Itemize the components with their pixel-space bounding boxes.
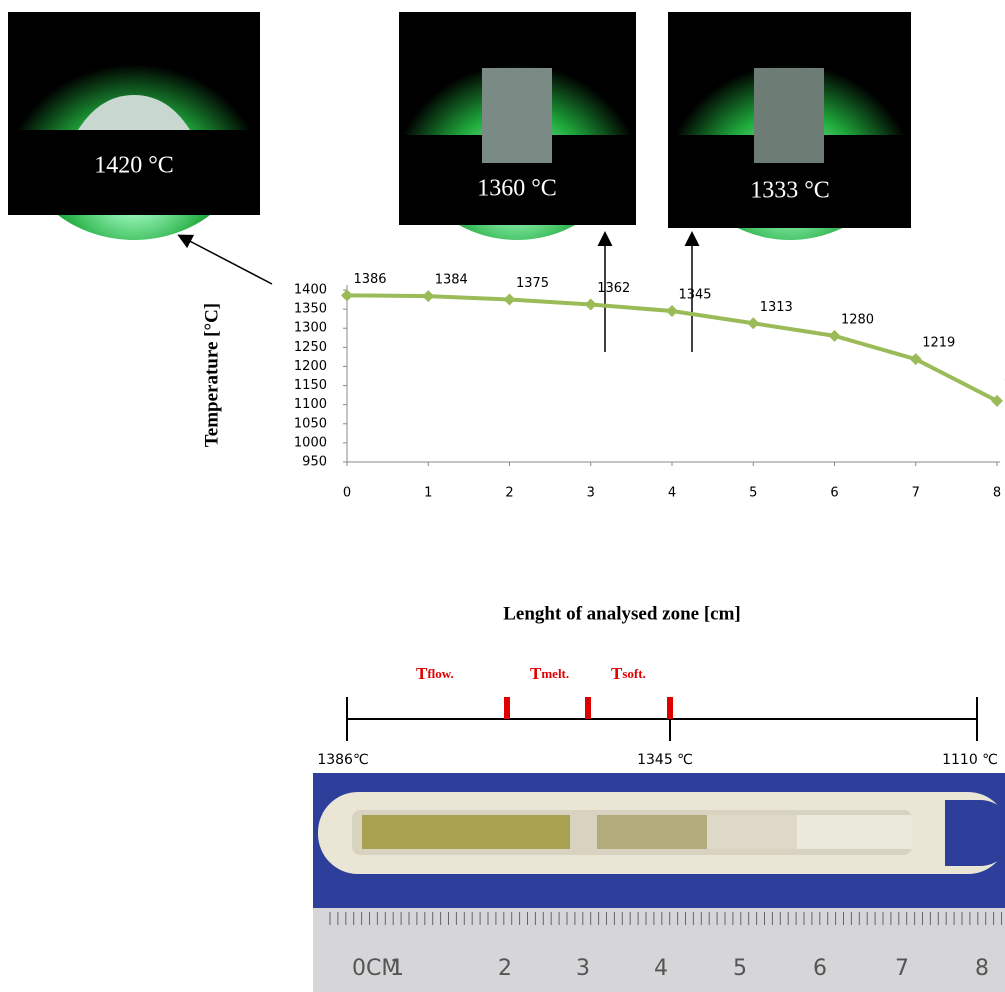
marker-sub: melt.	[541, 666, 569, 681]
point	[341, 289, 353, 301]
point	[747, 317, 759, 329]
marker-main: T	[416, 664, 428, 683]
marker-main: T	[611, 664, 623, 683]
x-axis-title: Lenght of analysed zone [cm]	[503, 603, 740, 624]
data-label: 1362	[597, 281, 630, 296]
y-tick-label: 1400	[294, 283, 327, 298]
marker-sub: flow.	[427, 666, 453, 681]
micrograph: 1360 °C	[399, 12, 636, 240]
ruler-label: 2	[498, 956, 512, 981]
y-tick-label: 1150	[294, 378, 327, 393]
ruler-label: 4	[654, 956, 668, 981]
micrograph-label: 1333 °C	[750, 178, 830, 204]
ruler-label: 1	[390, 956, 404, 981]
y-tick-label: 1250	[294, 340, 327, 355]
y-tick-label: 1200	[294, 359, 327, 374]
x-tick-label: 0	[343, 486, 351, 501]
ruler-label: 8	[975, 956, 989, 981]
micrograph-label: 1420 °C	[94, 153, 174, 179]
x-tick-label: 4	[668, 486, 676, 501]
data-label: 1375	[516, 276, 549, 291]
scale-label: 1386℃	[317, 752, 368, 768]
marker-label: Tmelt.	[530, 664, 569, 683]
data-label: 1386	[353, 272, 386, 287]
y-tick-label: 1350	[294, 302, 327, 317]
x-tick-label: 3	[587, 486, 595, 501]
plot: 950 1000 1050 1100 1150 1200 1250 1300 1350 1400 0…	[294, 272, 1005, 501]
x-tick-label: 1	[424, 486, 432, 501]
y-tick-label: 1000	[294, 435, 327, 450]
arrow	[180, 236, 272, 284]
point	[585, 299, 597, 311]
data-label: 1384	[435, 273, 468, 288]
y-tick-label: 1050	[294, 416, 327, 431]
y-tick-label: 1300	[294, 321, 327, 336]
marker-sub: soft.	[622, 666, 645, 681]
y-axis-title: Temperature [°C]	[201, 303, 222, 447]
data-label: 1313	[760, 300, 793, 315]
marker-label: Tsoft.	[611, 664, 646, 683]
scale-label: 1110 ℃	[942, 752, 998, 768]
x-tick-label: 8	[993, 486, 1001, 501]
y-tick-label: 950	[302, 455, 327, 470]
point	[504, 294, 516, 306]
data-label: 1280	[841, 312, 874, 327]
x-tick-label: 7	[912, 486, 920, 501]
micrograph-label: 1360 °C	[477, 176, 557, 202]
marker-main: T	[530, 664, 542, 683]
data-label: 1345	[678, 288, 711, 303]
scale-markers	[504, 697, 673, 719]
data-label: 1219	[922, 336, 955, 351]
y-tick-label: 1100	[294, 397, 327, 412]
micrograph: 1333 °C	[668, 12, 911, 240]
scale-label: 1345 ℃	[637, 752, 693, 768]
point	[422, 290, 434, 302]
point	[829, 330, 841, 342]
ruler-label: 5	[733, 956, 747, 981]
x-tick-label: 6	[830, 486, 838, 501]
x-tick-label: 2	[505, 486, 513, 501]
ruler-label: 7	[895, 956, 909, 981]
ruler-label: 6	[813, 956, 827, 981]
figure: 1420 °C 1360 °C 1333 °C Lenght of analys…	[0, 0, 1005, 992]
marker-label: Tflow.	[416, 664, 454, 683]
scale-bar	[347, 697, 977, 741]
x-tick-label: 5	[749, 486, 757, 501]
point	[666, 305, 678, 317]
micrograph: 1420 °C	[8, 12, 260, 240]
ruler-label: 3	[576, 956, 590, 981]
